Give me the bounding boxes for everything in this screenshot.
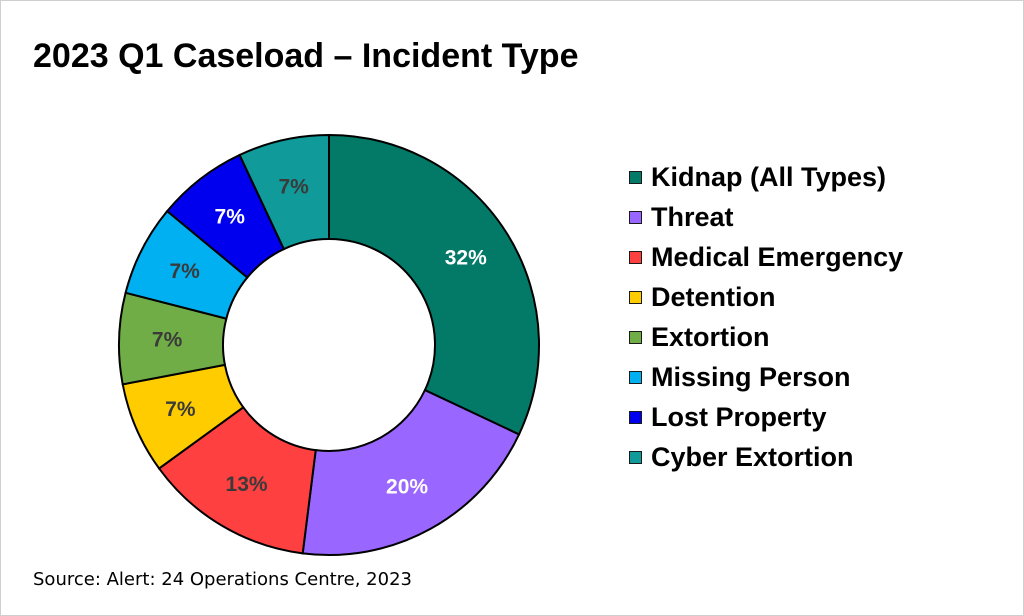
slice-1 [328, 133, 540, 436]
legend-label: Extortion [651, 321, 770, 352]
legend-label: Kidnap (All Types) [651, 161, 887, 192]
legend-swatch [629, 450, 642, 464]
slice-8 [238, 133, 330, 251]
legend-swatch [629, 370, 642, 384]
slice-data-label: 20% [386, 475, 428, 498]
legend-label: Threat [651, 201, 734, 232]
slice-2 [301, 388, 521, 556]
slice-data-label: 7% [169, 260, 200, 283]
legend-label: Cyber Extortion [651, 441, 854, 472]
legend-swatch [629, 290, 642, 304]
legend-item: Kidnap (All Types) [629, 157, 1009, 197]
legend-swatch [629, 410, 642, 424]
legend-label: Missing Person [651, 361, 851, 392]
slice-data-label: 32% [445, 247, 487, 270]
slice-data-label: 7% [278, 175, 309, 198]
slice-data-label: 7% [152, 328, 183, 351]
chart-title: 2023 Q1 Caseload – Incident Type [33, 37, 579, 75]
legend-swatch [629, 170, 642, 184]
slice-data-label: 7% [215, 205, 246, 228]
legend-item: Extortion [629, 317, 1009, 357]
legend-label: Lost Property [651, 401, 827, 432]
donut-chart: 32% 20% 13% 7% 7% 7% 7% 7% [118, 133, 540, 556]
source-note: Source: Alert: 24 Operations Centre, 202… [33, 569, 412, 590]
legend-swatch [629, 210, 642, 224]
legend-swatch [629, 250, 642, 264]
legend-label: Detention [651, 281, 776, 312]
chart-legend: Kidnap (All Types) Threat Medical Emergenc… [629, 157, 1009, 477]
legend-item: Detention [629, 277, 1009, 317]
legend-item: Lost Property [629, 397, 1009, 437]
legend-item: Threat [629, 197, 1009, 237]
legend-item: Cyber Extortion [629, 437, 1009, 477]
legend-item: Medical Emergency [629, 237, 1009, 277]
legend-label: Medical Emergency [651, 241, 904, 272]
slice-data-label: 7% [165, 398, 196, 421]
slice-data-label: 13% [226, 473, 268, 496]
legend-item: Missing Person [629, 357, 1009, 397]
legend-swatch [629, 330, 642, 344]
